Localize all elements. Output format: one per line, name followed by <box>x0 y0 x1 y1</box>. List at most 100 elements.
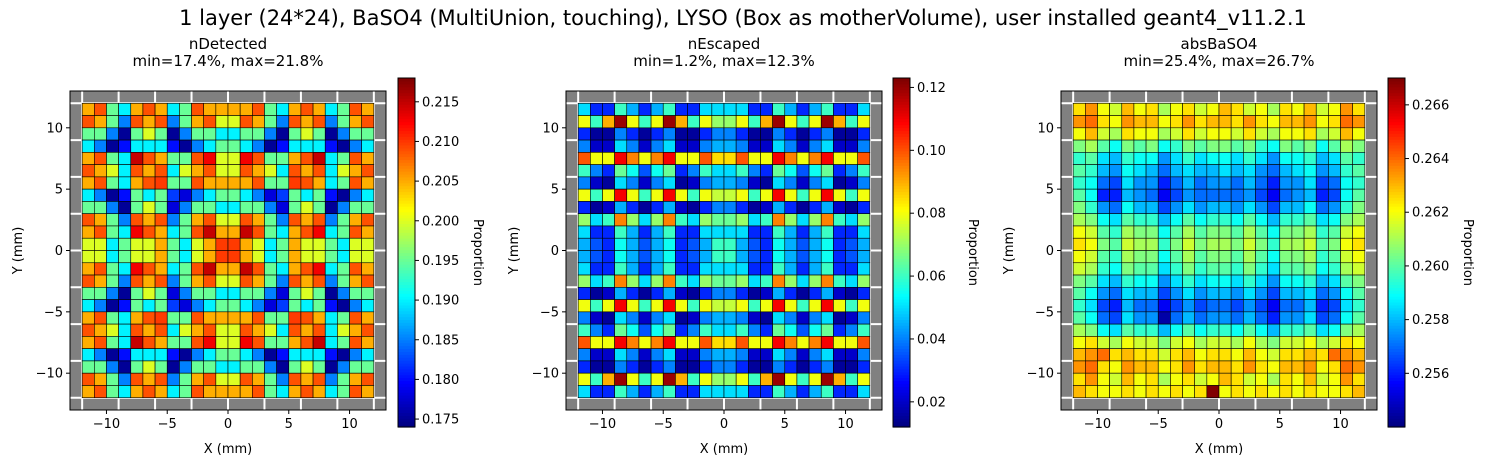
heatmap-cell <box>1243 348 1256 362</box>
heatmap-cell <box>1097 225 1110 239</box>
heatmap-cell <box>662 372 676 386</box>
heatmap-cell <box>1085 287 1098 300</box>
heatmap-cell <box>857 176 871 190</box>
heatmap-cell <box>276 287 290 300</box>
heatmap-cell <box>1291 274 1305 288</box>
heatmap-cell <box>239 152 253 165</box>
heatmap-cell <box>130 299 144 313</box>
heatmap-cell <box>1340 152 1353 165</box>
heatmap-cell <box>590 336 603 349</box>
heatmap-cell <box>1303 323 1317 337</box>
heatmap-cell <box>154 274 168 288</box>
heatmap-cell <box>1315 336 1329 349</box>
heatmap-cell <box>784 127 798 141</box>
heatmap-cell <box>349 164 362 178</box>
heatmap-cell <box>118 360 132 374</box>
heatmap-cell <box>264 102 277 116</box>
heatmap-cell <box>361 360 375 374</box>
heatmap-cell <box>252 188 265 202</box>
heatmap-cell <box>760 323 773 337</box>
heatmap-cell <box>590 115 603 129</box>
heatmap-cell <box>650 102 664 116</box>
heatmap-cell <box>1121 152 1135 165</box>
heatmap-cell <box>833 237 846 251</box>
heatmap-cell <box>748 152 761 165</box>
heatmap-cell <box>227 311 241 325</box>
heatmap-cell <box>1352 372 1366 386</box>
heatmap-cell <box>215 250 229 264</box>
heatmap-cell <box>106 348 119 362</box>
heatmap-cell <box>276 201 290 214</box>
heatmap-cell <box>626 250 640 264</box>
heatmap-cell <box>748 164 761 178</box>
heatmap-cell <box>602 323 615 337</box>
heatmap-cell <box>638 152 652 165</box>
heatmap-cell <box>130 115 144 129</box>
heatmap-cell <box>1303 250 1317 264</box>
heatmap-cell <box>142 299 156 313</box>
heatmap-cell <box>288 152 302 165</box>
heatmap-cell <box>1206 348 1220 362</box>
colorbar-frame <box>397 77 416 428</box>
heatmap-cell <box>638 115 652 129</box>
y-tick-label: −10 <box>1027 367 1054 382</box>
heatmap-cell <box>687 115 700 129</box>
heatmap-cell <box>118 348 132 362</box>
heatmap-cell <box>1072 237 1086 251</box>
heatmap-cell <box>784 152 798 165</box>
heatmap-cell <box>1170 152 1183 165</box>
heatmap-cell <box>337 323 350 337</box>
heatmap-cell <box>1170 385 1183 399</box>
heatmap-cell <box>118 176 132 190</box>
heatmap-cell <box>361 372 375 386</box>
colorbar-tick-label: 0.264 <box>1412 152 1449 167</box>
heatmap-cell <box>1218 348 1232 362</box>
colorbar-tick-label: 0.195 <box>422 254 459 269</box>
heatmap-cell <box>602 311 615 325</box>
heatmap-cell <box>179 201 192 214</box>
heatmap-cell <box>142 115 156 129</box>
heatmap-cell <box>735 311 749 325</box>
heatmap-cell <box>602 152 615 165</box>
heatmap-cell <box>760 102 773 116</box>
heatmap-cell <box>1157 348 1171 362</box>
heatmap-cell <box>1315 372 1329 386</box>
heatmap-cell <box>638 287 652 300</box>
heatmap-cell <box>324 164 338 178</box>
heatmap-cell <box>264 372 277 386</box>
heatmap-cell <box>723 225 737 239</box>
heatmap-cell <box>324 299 338 313</box>
heatmap-cell <box>699 237 713 251</box>
heatmap-cell <box>361 164 375 178</box>
heatmap-cell <box>264 385 277 399</box>
heatmap-cell <box>130 250 144 264</box>
heatmap-cell <box>349 360 362 374</box>
heatmap-cell <box>166 287 180 300</box>
heatmap-cell <box>179 237 192 251</box>
heatmap-cell <box>264 115 277 129</box>
heatmap-cell <box>614 262 628 276</box>
heatmap-cell <box>662 139 676 153</box>
heatmap-cell <box>820 127 834 141</box>
heatmap-cell <box>808 201 822 214</box>
heatmap-cell <box>1121 102 1135 116</box>
heatmap-cell <box>94 139 107 153</box>
heatmap-cell <box>1145 237 1159 251</box>
heatmap-cell <box>711 385 725 399</box>
heatmap-cell <box>81 213 95 227</box>
heatmap-cell <box>264 287 277 300</box>
heatmap-cell <box>130 164 144 178</box>
heatmap-cell <box>577 102 591 116</box>
heatmap-cell <box>820 262 834 276</box>
heatmap-cell <box>130 336 144 349</box>
heatmap-cell <box>808 311 822 325</box>
heatmap-cell <box>1182 360 1195 374</box>
heatmap-cell <box>1072 311 1086 325</box>
heatmap-cell <box>808 188 822 202</box>
heatmap-cell <box>239 299 253 313</box>
heatmap-cell <box>602 176 615 190</box>
heatmap-cell <box>1194 372 1208 386</box>
heatmap-cell <box>1243 225 1256 239</box>
x-tick-label: 0 <box>720 417 728 432</box>
heatmap-cell <box>602 385 615 399</box>
